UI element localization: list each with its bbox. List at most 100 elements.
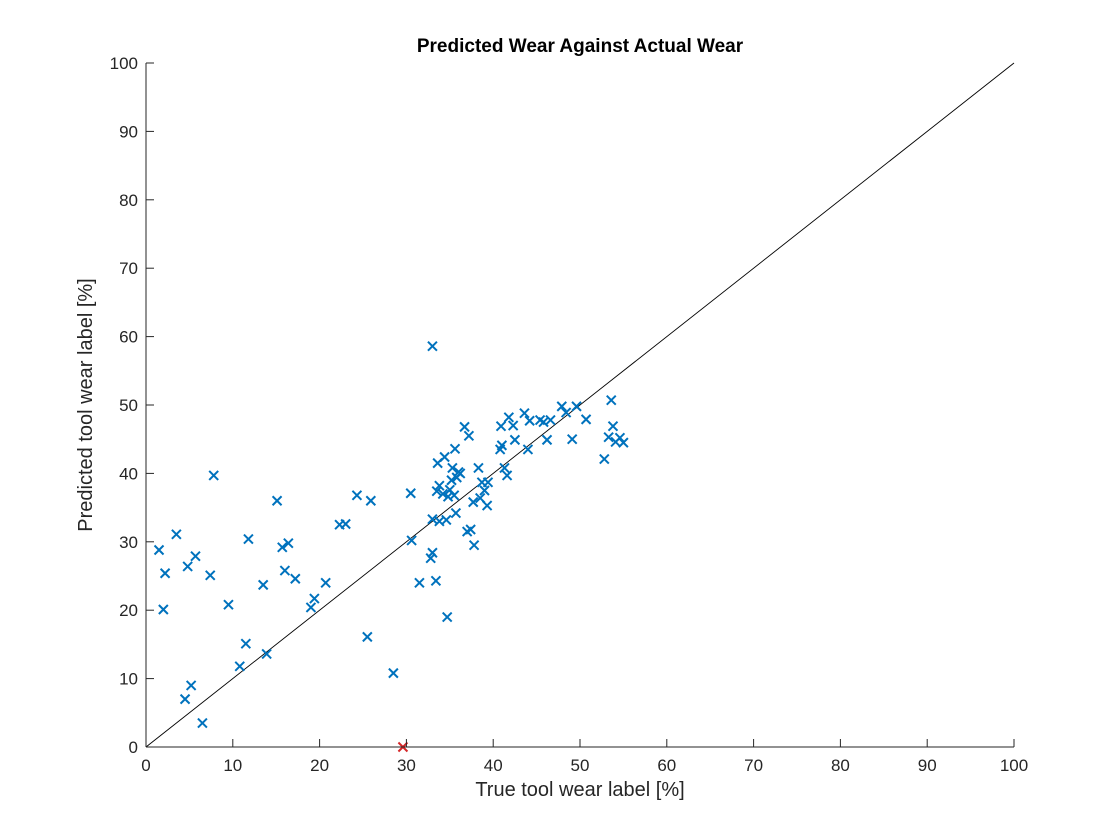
data-point — [362, 631, 373, 643]
x-tick-label: 60 — [657, 756, 676, 775]
data-point — [279, 565, 291, 576]
data-point — [481, 500, 493, 511]
y-tick-label: 100 — [110, 54, 138, 73]
data-point — [182, 561, 193, 572]
data-point — [507, 420, 519, 431]
y-tick-label: 40 — [119, 464, 138, 483]
data-point — [479, 485, 490, 496]
data-point — [153, 544, 165, 556]
data-point — [618, 437, 629, 448]
data-point — [541, 434, 553, 446]
data-point — [223, 599, 234, 610]
y-tick-label: 70 — [119, 259, 138, 278]
data-point — [388, 667, 399, 679]
x-tick-label: 0 — [141, 756, 150, 775]
data-point — [496, 440, 508, 451]
data-point — [468, 540, 480, 551]
data-point — [365, 495, 377, 506]
data-point — [450, 507, 462, 519]
data-point — [205, 570, 216, 581]
data-point — [545, 414, 556, 426]
reference-line-layer — [145, 62, 1015, 748]
data-point — [449, 443, 461, 454]
data-point — [560, 407, 572, 418]
data-point — [414, 577, 425, 589]
data-point — [290, 573, 301, 584]
data-point — [501, 470, 513, 481]
x-tick-label: 80 — [831, 756, 850, 775]
data-point — [430, 575, 442, 586]
data-point — [320, 577, 331, 589]
data-point — [606, 395, 617, 406]
x-axis-label: True tool wear label [%] — [475, 779, 684, 801]
data-point — [607, 420, 619, 432]
y-axis-label: Predicted tool wear label [%] — [75, 278, 97, 531]
y-tick-label: 90 — [119, 122, 138, 141]
data-point — [522, 444, 534, 455]
data-point — [473, 462, 484, 474]
data-point — [277, 542, 288, 553]
x-tick-label: 20 — [310, 756, 329, 775]
x-tick-label: 30 — [397, 756, 416, 775]
data-point — [495, 420, 507, 432]
data-point — [405, 488, 416, 499]
axes-layer: 0 10 20 30 40 50 60 70 80 90 100 0 10 20 30 40 50 60 70 80 9… — [110, 54, 1029, 775]
y-tick-label: 0 — [129, 738, 138, 757]
data-point — [159, 568, 171, 579]
data-point — [503, 412, 515, 423]
data-point — [179, 693, 191, 705]
data-point — [459, 421, 470, 433]
data-point — [448, 490, 460, 501]
y-tick-label: 60 — [119, 328, 138, 347]
data-point — [208, 470, 219, 481]
data-point — [427, 340, 438, 352]
data-point — [351, 490, 363, 501]
x-tick-label: 70 — [744, 756, 763, 775]
data-point — [427, 547, 438, 558]
data-point — [447, 462, 458, 474]
data-point — [243, 533, 254, 545]
y-tick-label: 10 — [119, 670, 138, 689]
data-point — [455, 468, 466, 479]
data-point — [566, 433, 578, 445]
data-point — [340, 518, 351, 530]
data-point — [441, 611, 453, 623]
data-point — [158, 604, 169, 615]
chart-title: Predicted Wear Against Actual Wear — [417, 36, 744, 57]
data-point — [434, 480, 445, 491]
data-point — [240, 638, 252, 649]
data-point — [185, 680, 197, 691]
data-point — [465, 524, 476, 535]
data-point — [257, 579, 269, 591]
data-point — [234, 661, 245, 672]
data-point — [283, 537, 294, 549]
data-point — [431, 485, 442, 497]
reference-line — [145, 62, 1015, 748]
x-tick-label: 90 — [918, 756, 937, 775]
data-point — [309, 593, 320, 604]
data-point — [441, 514, 452, 526]
data-point — [437, 488, 449, 500]
data-point — [463, 430, 475, 441]
y-tick-label: 50 — [119, 396, 138, 415]
data-point — [509, 434, 521, 446]
data-point — [482, 477, 494, 488]
data-point — [171, 529, 182, 540]
x-tick-label: 50 — [571, 756, 590, 775]
x-tick-label: 10 — [223, 756, 242, 775]
data-point — [580, 414, 592, 425]
data-point — [603, 431, 614, 443]
data-point — [468, 496, 479, 508]
data-point — [271, 495, 283, 506]
data-point — [261, 648, 272, 660]
data-point — [439, 451, 450, 463]
data-point — [524, 415, 535, 426]
data-point — [197, 717, 208, 729]
data-point — [190, 550, 201, 562]
data-point — [406, 535, 417, 546]
data-point — [556, 401, 567, 412]
data-point — [305, 602, 317, 613]
y-tick-label: 20 — [119, 601, 138, 620]
x-tick-label: 40 — [484, 756, 503, 775]
